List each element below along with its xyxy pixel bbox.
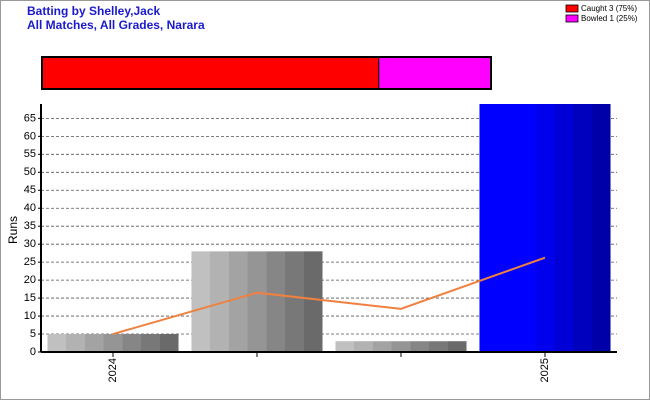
- y-tick-label: 10: [24, 310, 36, 322]
- x-tick-label: 2024: [107, 358, 119, 382]
- y-tick-label: 65: [24, 112, 36, 124]
- y-axis-label: Runs: [6, 216, 20, 244]
- proportion-segment: [378, 56, 492, 90]
- y-tick-label: 40: [24, 202, 36, 214]
- chart-title: Batting by Shelley,Jack: [27, 4, 160, 18]
- y-tick-label: 25: [24, 256, 36, 268]
- bar: [191, 251, 323, 352]
- bar: [335, 341, 467, 352]
- legend-swatch: [565, 14, 579, 23]
- average-line: [112, 256, 546, 335]
- y-tick-label: 55: [24, 148, 36, 160]
- proportion-segment: [41, 56, 380, 90]
- y-tick-label: 5: [30, 328, 36, 340]
- y-tick-label: 45: [24, 184, 36, 196]
- x-tick-label: 2025: [539, 358, 551, 382]
- y-tick-label: 20: [24, 274, 36, 286]
- bar: [479, 104, 611, 352]
- y-tick-label: 30: [24, 238, 36, 250]
- y-tick-label: 0: [30, 346, 36, 358]
- legend-swatch: [565, 4, 579, 13]
- bar: [47, 334, 179, 352]
- y-tick-label: 60: [24, 130, 36, 142]
- y-tick-label: 35: [24, 220, 36, 232]
- legend-label: Caught 3 (75%): [581, 4, 637, 13]
- chart-subtitle: All Matches, All Grades, Narara: [27, 18, 205, 32]
- legend-label: Bowled 1 (25%): [581, 14, 638, 23]
- y-tick-label: 50: [24, 166, 36, 178]
- proportion-frame: [41, 56, 492, 90]
- y-tick-label: 15: [24, 292, 36, 304]
